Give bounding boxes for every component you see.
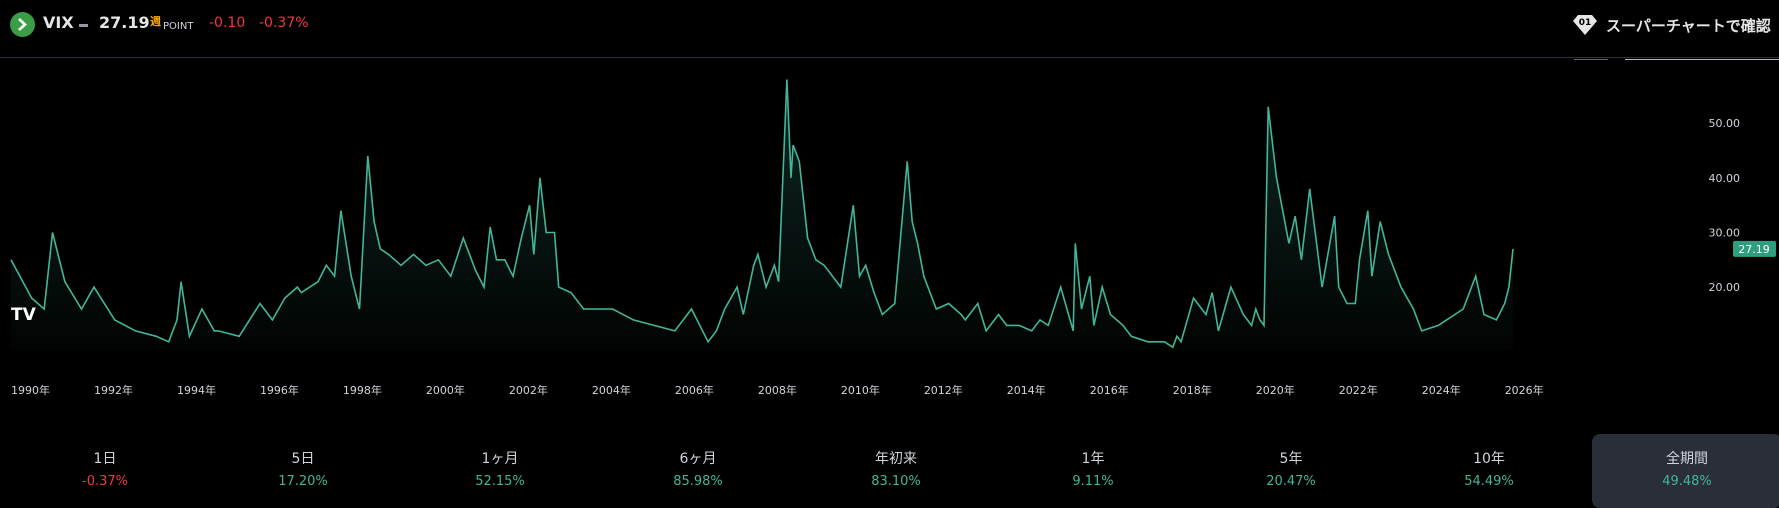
toolbar-edge-right <box>1625 59 1779 60</box>
period-label: 5年 <box>1279 451 1303 467</box>
dash-separator <box>79 24 88 27</box>
period-label: 全期間 <box>1666 451 1708 467</box>
x-tick-label: 1998年 <box>343 383 382 397</box>
x-tick-label: 1990年 <box>11 383 50 397</box>
svg-text:TV: TV <box>11 305 37 325</box>
last-price-tag: 27.19 <box>1733 240 1776 257</box>
diamond-icon: 01 <box>1573 15 1597 35</box>
period-label: 10年 <box>1473 451 1505 467</box>
price-change-percent: -0.37% <box>259 15 309 31</box>
last-price-tag-label: 27.19 <box>1738 243 1770 256</box>
x-tick-label: 2002年 <box>509 383 548 397</box>
x-tick-label: 2010年 <box>841 383 880 397</box>
period-value: 54.49% <box>1464 474 1514 489</box>
x-tick-label: 2016年 <box>1090 383 1129 397</box>
y-tick-label: 20.00 <box>1709 281 1741 294</box>
x-tick-label: 2020年 <box>1256 383 1295 397</box>
chart-area-fill <box>11 79 1513 350</box>
svg-text:01: 01 <box>1579 18 1592 28</box>
x-tick-label: 2012年 <box>924 383 963 397</box>
symbol-name[interactable]: VIX <box>43 13 74 32</box>
period-value: 49.48% <box>1662 474 1712 489</box>
period-value: 17.20% <box>278 474 328 489</box>
x-tick-label: 2000年 <box>426 383 465 397</box>
last-price-tag-bg <box>1733 240 1776 257</box>
x-tick-label: 2024年 <box>1422 383 1461 397</box>
x-tick-label: 2004年 <box>592 383 631 397</box>
period-value: 52.15% <box>475 474 525 489</box>
performance-periods: 1日 -0.37% 5日 17.20% 1ヶ月 52.15% 6ヶ月 85.98% 年初来 83.… <box>0 430 1779 508</box>
x-tick-label: 1994年 <box>177 383 216 397</box>
period-value: 85.98% <box>673 474 723 489</box>
price-unit: POINT <box>163 21 194 32</box>
y-axis: 20.00 30.00 40.00 50.00 <box>1709 117 1741 294</box>
chart-series-line <box>10 79 1514 349</box>
y-tick-label: 50.00 <box>1709 117 1741 130</box>
period-label: 5日 <box>291 451 315 467</box>
x-tick-label: 2022年 <box>1339 383 1378 397</box>
vix-chart[interactable]: 20.00 30.00 40.00 50.00 1990年 1992年 1994年 1996… <box>0 60 1779 410</box>
toolbar-edge-left <box>1574 59 1608 60</box>
period-label: 1ヶ月 <box>481 451 519 467</box>
interval-mark: 週 <box>150 15 161 28</box>
x-tick-label: 2018年 <box>1173 383 1212 397</box>
y-tick-label: 30.00 <box>1709 226 1741 239</box>
period-label: 6ヶ月 <box>679 451 717 467</box>
period-label: 1年 <box>1081 451 1105 467</box>
x-tick-label: 2026年 <box>1505 383 1544 397</box>
tradingview-logo[interactable]: TV <box>11 305 37 325</box>
period-label: 年初来 <box>875 451 917 467</box>
x-axis: 1990年 1992年 1994年 1996年 1998年 2000年 2002年 2004年… <box>11 383 1544 397</box>
x-tick-label: 1996年 <box>260 383 299 397</box>
super-chart-label: スーパーチャートで確認 <box>1606 16 1771 35</box>
period-value: -0.37% <box>82 474 128 489</box>
period-label: 1日 <box>93 451 117 467</box>
symbol-header: VIX 27.19 週 POINT -0.10 -0.37% 01 スーパーチャ… <box>0 0 1779 58</box>
chevron-right-icon <box>18 18 27 31</box>
period-value: 83.10% <box>871 474 921 489</box>
x-tick-label: 2006年 <box>675 383 714 397</box>
period-item[interactable]: 全期間 49.48% <box>1592 434 1779 508</box>
y-tick-label: 40.00 <box>1709 172 1741 185</box>
x-tick-label: 2008年 <box>758 383 797 397</box>
price-change: -0.10 <box>209 15 246 31</box>
period-value: 9.11% <box>1072 474 1114 489</box>
last-price: 27.19 <box>99 13 150 32</box>
x-tick-label: 2014年 <box>1007 383 1046 397</box>
super-chart-button[interactable]: 01 スーパーチャートで確認 <box>1572 12 1771 38</box>
period-value: 20.47% <box>1266 474 1316 489</box>
symbol-logo[interactable] <box>10 12 35 37</box>
x-tick-label: 1992年 <box>94 383 133 397</box>
